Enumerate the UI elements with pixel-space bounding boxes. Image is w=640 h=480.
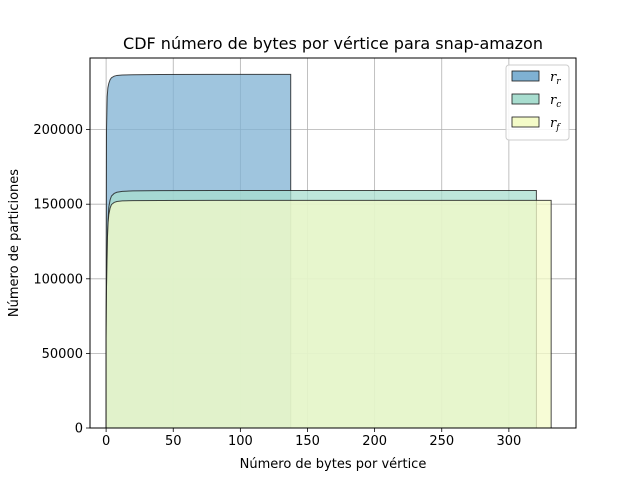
y-axis-label: Número de particiones	[7, 169, 22, 317]
legend-swatch-r_r	[511, 70, 540, 82]
legend-label-r_c: rc	[550, 93, 561, 110]
x-tick-label: 0	[102, 434, 110, 449]
legend: rr rc rf	[505, 64, 570, 141]
series-area-r_f	[105, 199, 552, 429]
y-tick-label: 0	[75, 422, 83, 437]
x-tick-label: 300	[496, 434, 521, 449]
ticks: 0 50 100 150 200 250 300 0 50000 100000 150000 2000…	[33, 123, 521, 449]
x-axis-label: Número de bytes por vértice	[240, 457, 427, 472]
x-tick-label: 100	[228, 434, 253, 449]
y-tick-label: 100000	[33, 272, 83, 287]
legend-label-r_f: rf	[550, 116, 561, 133]
x-tick-label: 150	[295, 434, 320, 449]
y-tick-label: 50000	[42, 347, 83, 362]
x-tick-label: 50	[165, 434, 182, 449]
series-layer	[105, 73, 552, 429]
legend-swatch-r_c	[511, 93, 540, 105]
x-tick-label: 200	[362, 434, 387, 449]
y-tick-label: 150000	[33, 198, 83, 213]
plot-frame	[89, 57, 577, 429]
legend-label-r_r: rr	[550, 70, 561, 87]
y-tick-label: 200000	[33, 123, 83, 138]
legend-swatch-r_f	[511, 116, 540, 128]
x-tick-label: 250	[429, 434, 454, 449]
chart-title: CDF número de bytes por vértice para sna…	[123, 34, 543, 53]
